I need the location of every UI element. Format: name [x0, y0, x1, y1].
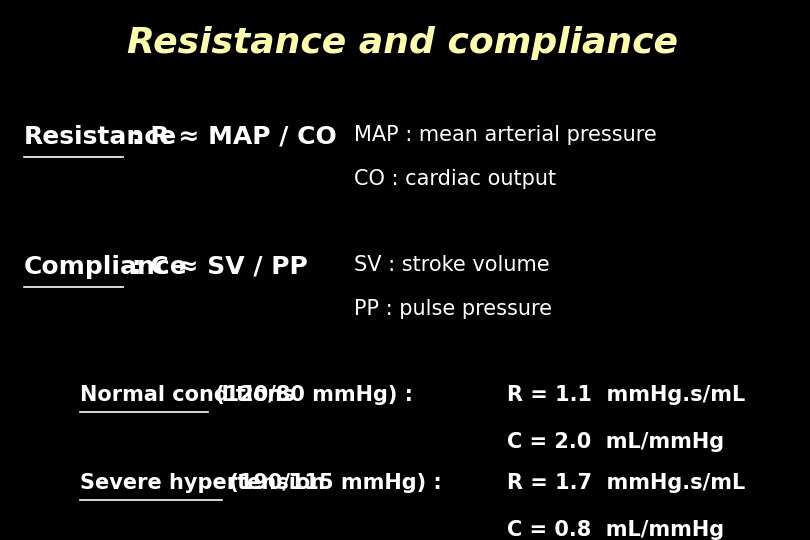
Text: PP : pulse pressure: PP : pulse pressure [354, 299, 552, 319]
Text: Compliance: Compliance [24, 255, 188, 279]
Text: C = 0.8  mL/mmHg: C = 0.8 mL/mmHg [506, 520, 723, 540]
Text: C = 2.0  mL/mmHg: C = 2.0 mL/mmHg [506, 431, 723, 451]
Text: MAP : mean arterial pressure: MAP : mean arterial pressure [354, 125, 657, 145]
Text: Normal conditions: Normal conditions [80, 385, 295, 405]
Text: : C ≈ SV / PP: : C ≈ SV / PP [123, 255, 308, 279]
Text: : R ≈ MAP / CO: : R ≈ MAP / CO [123, 125, 337, 149]
Text: CO : cardiac output: CO : cardiac output [354, 169, 556, 189]
Text: Resistance and compliance: Resistance and compliance [126, 26, 677, 60]
Text: (190/115 mmHg) :: (190/115 mmHg) : [223, 473, 442, 493]
Text: Severe hypertension: Severe hypertension [80, 473, 326, 493]
Text: (120/80 mmHg) :: (120/80 mmHg) : [207, 385, 412, 405]
Text: R = 1.1  mmHg.s/mL: R = 1.1 mmHg.s/mL [506, 385, 744, 405]
Text: R = 1.7  mmHg.s/mL: R = 1.7 mmHg.s/mL [506, 473, 744, 493]
Text: Resistance: Resistance [24, 125, 177, 149]
Text: SV : stroke volume: SV : stroke volume [354, 255, 549, 275]
